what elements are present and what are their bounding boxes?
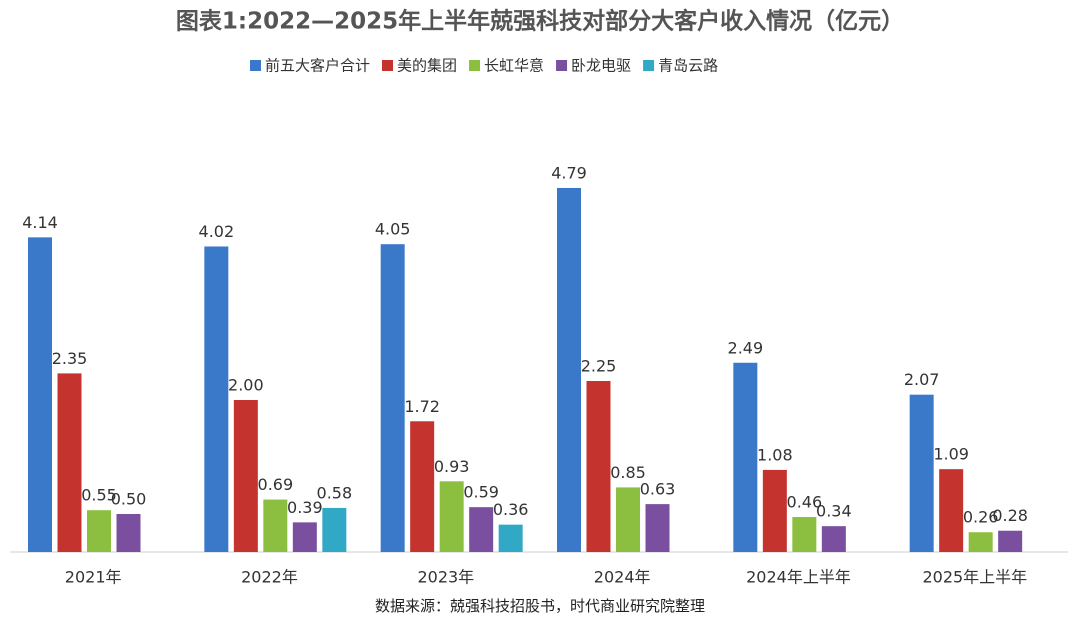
- value-label: 0.59: [463, 483, 499, 502]
- bar: [792, 517, 817, 552]
- value-label: 2.49: [728, 338, 764, 357]
- value-label: 0.93: [434, 457, 470, 476]
- legend-swatch: [382, 60, 394, 71]
- x-tick-label: 2023年: [417, 568, 474, 587]
- bar: [263, 499, 288, 552]
- value-label: 0.28: [992, 506, 1028, 525]
- bar: [998, 530, 1023, 552]
- legend-label: 前五大客户合计: [265, 57, 370, 75]
- bar: [28, 237, 52, 553]
- value-label: 0.85: [610, 463, 646, 482]
- legend-label: 青岛云路: [658, 57, 718, 75]
- bar: [233, 400, 258, 552]
- bar: [616, 487, 640, 552]
- value-label: 4.14: [22, 213, 58, 232]
- bar: [469, 507, 494, 552]
- bar: [909, 394, 934, 552]
- value-label: 4.05: [375, 220, 411, 239]
- legend-swatch: [250, 60, 261, 71]
- value-label: 2.25: [581, 357, 617, 376]
- legend-swatch: [643, 60, 655, 71]
- x-tick-label: 2021年: [65, 568, 122, 587]
- x-tick-label: 2024年: [594, 568, 651, 587]
- value-label: 0.34: [816, 502, 852, 521]
- legend-swatch: [469, 60, 481, 71]
- value-label: 0.26: [963, 508, 999, 527]
- bar: [57, 373, 82, 552]
- value-label: 2.00: [228, 376, 264, 395]
- value-label: 2.07: [904, 370, 940, 389]
- value-label: 1.08: [757, 445, 793, 464]
- bar: [439, 481, 464, 552]
- value-label: 0.46: [787, 493, 823, 512]
- value-label: 1.09: [933, 445, 969, 464]
- bar: [557, 187, 581, 552]
- value-label: 0.69: [258, 475, 294, 494]
- bar: [821, 526, 846, 552]
- bar: [968, 532, 993, 552]
- source-note: 数据来源：兢强科技招股书，时代商业研究院整理: [375, 597, 705, 615]
- value-label: 4.79: [551, 163, 587, 182]
- bar: [586, 381, 611, 552]
- bar: [116, 514, 141, 552]
- bar: [292, 522, 317, 552]
- x-tick-label: 2025年上半年: [922, 568, 1027, 587]
- legend-label: 卧龙电驱: [571, 57, 631, 75]
- bar: [939, 469, 964, 552]
- bar: [733, 362, 758, 552]
- bar: [380, 244, 405, 552]
- value-label: 1.72: [404, 397, 440, 416]
- chart-title: 图表1:2022—2025年上半年兢强科技对部分大客户收入情况（亿元）: [176, 8, 904, 35]
- x-tick-label: 2024年上半年: [746, 568, 851, 587]
- x-tick-label: 2022年: [241, 568, 298, 587]
- bar: [322, 507, 347, 552]
- value-label: 0.58: [317, 483, 353, 502]
- bar: [204, 246, 229, 553]
- bar: [762, 469, 787, 552]
- value-label: 2.35: [52, 349, 88, 368]
- value-label: 0.63: [640, 480, 676, 499]
- bar: [410, 421, 435, 552]
- bar: [645, 504, 670, 552]
- bar: [498, 524, 523, 552]
- legend-label: 美的集团: [397, 57, 457, 75]
- legend-swatch: [556, 60, 568, 71]
- value-label: 4.02: [199, 222, 235, 241]
- bar: [87, 510, 111, 552]
- value-label: 0.50: [111, 490, 147, 509]
- legend-label: 长虹华意: [484, 57, 544, 75]
- value-label: 0.36: [493, 500, 529, 519]
- value-label: 0.39: [287, 498, 323, 517]
- value-label: 0.55: [81, 486, 117, 505]
